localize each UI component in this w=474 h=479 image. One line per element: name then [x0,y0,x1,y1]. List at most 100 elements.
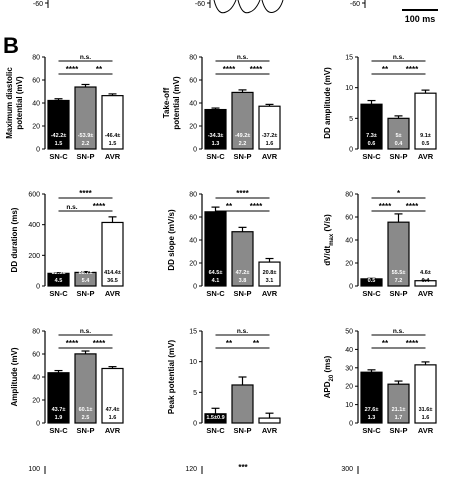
category-label: SN-P [234,289,252,298]
bar-value-label: 1.6 [266,141,274,147]
bar-value-label: 7.3± [366,133,377,139]
y-axis-title: Amplitude (mV) [10,347,19,406]
significance-label: **** [250,65,263,74]
bar-value-label: 1.9 [55,415,63,421]
y-axis-title: DD amplitude (mV) [323,67,332,139]
bar-value-label: 82.5± [52,270,66,276]
panel-label: B [3,33,19,58]
category-label: SN-C [206,289,225,298]
y-tick-label: 15 [345,55,353,62]
bar-value-label: 60.1± [79,407,93,413]
chart-9: 0 10 20 30 40 50 APD20 (ms) 27.6± 1.3 SN-C 21.1± 1.… [323,328,437,435]
y-tick-label: 60 [189,78,197,85]
bar-sn-p [231,384,254,424]
bar-sn-p [74,86,97,150]
significance-label: n.s. [80,54,91,61]
bar-value-label: 4.1 [212,278,220,284]
bar-value-label: 20.8± [263,270,277,276]
bar-value-label: 1.3 [368,415,376,421]
bar-value-label: 1.5 [55,141,63,147]
y-tick-label: 80 [345,192,353,199]
scale-bar-label: 100 ms [405,14,436,24]
category-label: SN-P [234,152,252,161]
significance-label: ** [226,202,233,211]
bar-value-label: 1.5 [109,141,117,147]
y-tick-label: 20 [345,384,353,391]
category-label: SN-P [390,289,408,298]
category-label: SN-C [362,152,381,161]
category-label: SN-C [206,152,225,161]
y-tick-label: 200 [28,253,40,260]
bar-value-label: -53.9± [78,133,94,139]
top-left-tick-label: -60 [33,1,43,8]
category-label: SN-P [77,152,95,161]
significance-label: **** [406,65,419,74]
y-tick-label: 80 [189,192,197,199]
bar-value-label: 1.3 [212,141,220,147]
bar-value-label: 414.4± [104,270,121,276]
y-tick-label: 40 [32,375,40,382]
y-axis-title: Take-off [162,87,171,118]
y-tick-label: 50 [345,329,353,336]
bar-avr [258,417,281,424]
category-label: SN-P [234,426,252,435]
category-label: AVR [105,289,121,298]
bar-value-label: 36.5 [107,278,118,284]
top-right-tick-label: -60 [350,1,360,8]
bar-value-label: 43.7± [52,407,66,413]
y-tick-label: 0 [36,147,40,154]
bar-value-label: -42.2± [51,133,67,139]
significance-label: ** [96,65,103,74]
bottom-right-tick-label: 300 [341,466,353,473]
y-tick-label: 80 [189,55,197,62]
bottom-significance-label: *** [238,463,248,472]
chart-1: 0 20 40 60 80 Maximum diastolic potential (mV)… [5,54,124,161]
y-tick-label: 20 [345,261,353,268]
y-tick-label: 40 [345,238,353,245]
bar-value-label: 2.5 [82,415,90,421]
bar-value-label: 4.6± [420,270,431,276]
category-label: AVR [105,426,121,435]
significance-label: **** [66,339,79,348]
y-tick-label: 40 [345,347,353,354]
bar-value-label: 47.2± [236,270,250,276]
bar-avr [101,221,124,287]
category-label: SN-P [77,289,95,298]
bar-value-label: -34.3± [208,133,224,139]
category-label: SN-C [49,289,68,298]
significance-label: * [397,189,401,198]
bar-value-label: 88.7± [79,270,93,276]
y-tick-label: 0 [193,421,197,428]
y-tick-label: 0 [349,147,353,154]
y-axis-title: Peak potential (mV) [167,340,176,415]
significance-label: **** [79,189,92,198]
y-axis-title: APD20 (ms) [323,355,335,398]
y-tick-label: 10 [345,85,353,92]
significance-label: **** [236,189,249,198]
bar-value-label: 64.5± [209,270,223,276]
significance-label: **** [66,65,79,74]
y-tick-label: 0 [349,284,353,291]
bar-value-label: 2.2 [239,141,247,147]
y-tick-label: 40 [189,101,197,108]
significance-label: **** [93,202,106,211]
bar-value-label: 21.1± [392,407,406,413]
significance-label: **** [250,202,263,211]
bottom-strip: 100 120 *** 300 [28,463,359,474]
category-label: SN-P [390,426,408,435]
y-axis-title: DD duration (ms) [10,207,19,272]
y-tick-label: 60 [345,215,353,222]
chart-6: 0 20 40 60 80 dV/dtmax (V/s) 6.2± 0.5 SN-C 55.5± 7… [323,189,437,298]
y-tick-label: 0 [193,284,197,291]
bar-value-label: 0.5 [422,141,430,147]
y-axis-title: potential (mV) [15,76,24,130]
y-axis-title: dV/dtmax (V/s) [323,214,335,266]
significance-label: n.s. [66,204,77,211]
y-tick-label: 5 [349,116,353,123]
y-tick-label: 20 [189,124,197,131]
bar-value-label: 4.5 [55,278,63,284]
significance-label: n.s. [393,54,404,61]
